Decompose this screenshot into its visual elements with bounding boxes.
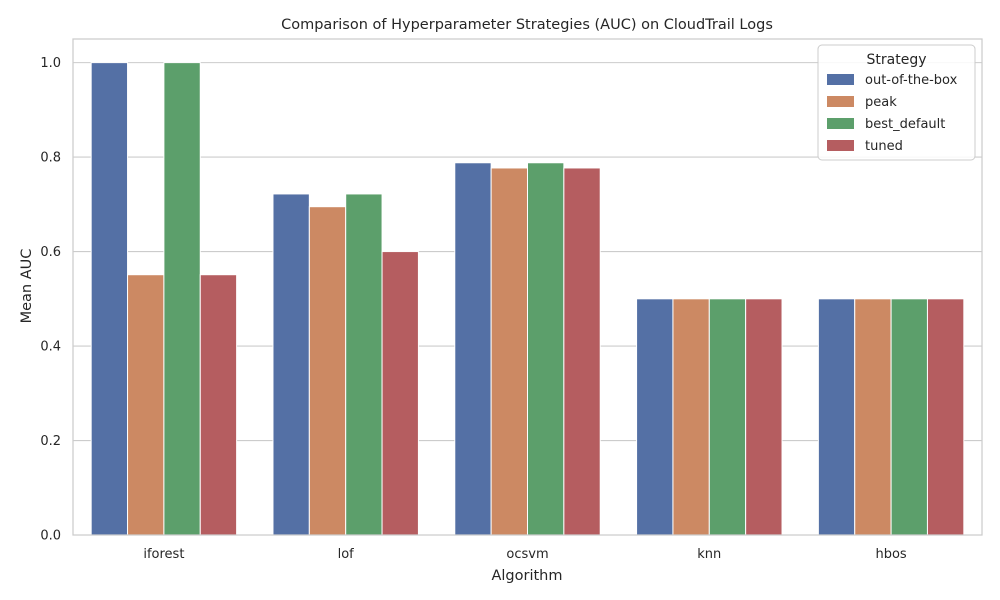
bar-out-of-the-box-lof: [272, 193, 310, 536]
legend-swatch-best_default: [827, 118, 854, 129]
y-tick-label: 0.4: [40, 340, 61, 355]
y-tick-label: 0.8: [40, 151, 61, 166]
legend-swatch-tuned: [827, 140, 854, 151]
legend-title: Strategy: [867, 52, 927, 68]
bar-best_default-hbos: [890, 298, 928, 536]
bar-out-of-the-box-hbos: [817, 298, 856, 536]
y-tick-label: 0.0: [40, 529, 61, 544]
bar-out-of-the-box-ocsvm: [454, 162, 492, 536]
bar-peak-knn: [672, 298, 710, 536]
x-axis-ticks: iforest lof ocsvm knn hbos: [143, 547, 907, 562]
x-tick-label: iforest: [143, 547, 184, 562]
bar-peak-iforest: [127, 274, 165, 536]
legend-box: [817, 44, 976, 161]
bar-tuned-iforest: [199, 274, 238, 536]
chart-title: Comparison of Hyperparameter Strategies …: [281, 17, 773, 33]
x-tick-label: hbos: [875, 547, 906, 562]
bar-tuned-lof: [381, 251, 419, 536]
legend-label-tuned: tuned: [865, 139, 903, 154]
x-tick-label: lof: [338, 547, 355, 562]
y-axis-ticks: 0.0 0.2 0.4 0.6 0.8 1.0: [40, 56, 61, 543]
legend-swatch-peak: [827, 96, 854, 107]
legend-label-out-of-the-box: out-of-the-box: [865, 73, 958, 88]
plot-frame: [72, 38, 983, 536]
x-tick-label: knn: [697, 547, 721, 562]
bar-out-of-the-box-iforest: [90, 62, 129, 536]
bar-peak-ocsvm: [490, 167, 529, 536]
bar-tuned-hbos: [926, 298, 965, 536]
x-tick-label: ocsvm: [506, 547, 548, 562]
bar-best_default-lof: [345, 193, 383, 536]
bars: [90, 62, 965, 536]
y-tick-label: 1.0: [40, 56, 61, 71]
bar-best_default-knn: [708, 298, 747, 536]
y-axis-label: Mean AUC: [19, 249, 35, 324]
y-tick-label: 0.2: [40, 434, 61, 449]
bar-tuned-ocsvm: [563, 167, 601, 536]
bar-peak-hbos: [854, 298, 892, 536]
legend-label-best_default: best_default: [865, 117, 945, 132]
y-tick-label: 0.6: [40, 245, 61, 260]
bar-tuned-knn: [745, 298, 783, 536]
bar-out-of-the-box-knn: [636, 298, 674, 536]
bar-best_default-iforest: [163, 62, 201, 536]
legend: Strategy out-of-the-box peak best_defaulttu…: [817, 44, 976, 161]
legend-swatch-out-of-the-box: [827, 74, 854, 85]
x-axis-label: Algorithm: [491, 568, 562, 584]
bar-peak-lof: [308, 206, 347, 536]
legend-label-peak: peak: [865, 95, 897, 110]
bar-best_default-ocsvm: [527, 162, 565, 536]
